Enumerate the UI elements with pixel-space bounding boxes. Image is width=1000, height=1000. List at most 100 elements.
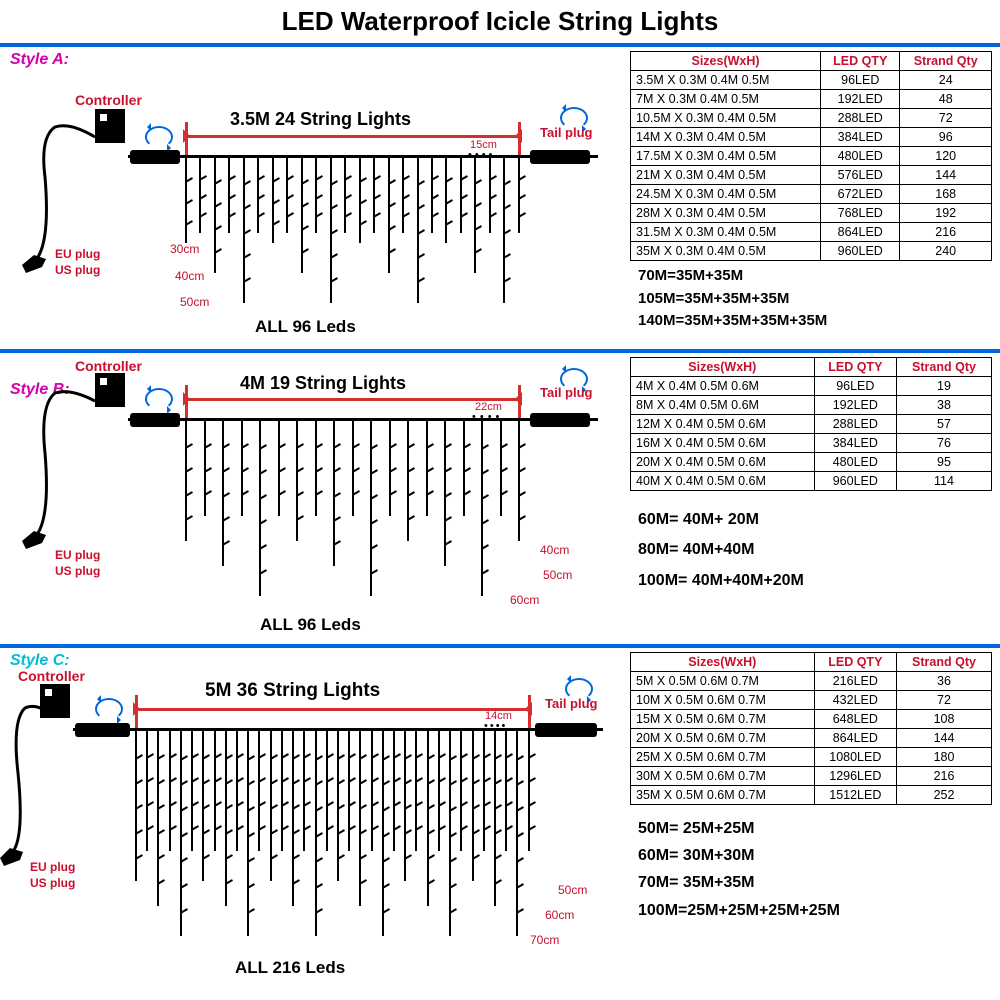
table-header: Strand Qty — [896, 358, 991, 377]
strand — [225, 731, 227, 906]
table-cell: 5M X 0.5M 0.6M 0.7M — [631, 672, 815, 691]
table-cell: 14M X 0.3M 0.4M 0.5M — [631, 128, 821, 147]
table-row: 4M X 0.4M 0.5M 0.6M96LED19 — [631, 377, 992, 396]
arrow-right-bar-b — [518, 385, 521, 420]
strand — [389, 421, 391, 516]
sums-c: 50M= 25M+25M60M= 30M+30M70M= 35M+35M100M… — [630, 815, 992, 924]
strand — [352, 421, 354, 516]
strand — [204, 421, 206, 516]
arrow-right-bar-a — [518, 122, 521, 157]
sum-line: 50M= 25M+25M — [638, 815, 992, 842]
strand — [157, 731, 159, 906]
table-cell: 384LED — [821, 128, 900, 147]
diagram-a: Controller EU plug US plug 3.5M 24 Strin… — [0, 47, 630, 349]
table-row: 16M X 0.4M 0.5M 0.6M384LED76 — [631, 434, 992, 453]
strand — [278, 421, 280, 516]
diagram-title-a: 3.5M 24 String Lights — [230, 109, 411, 130]
sum-line: 105M=35M+35M+35M — [638, 288, 992, 311]
table-row: 31.5M X 0.3M 0.4M 0.5M864LED216 — [631, 223, 992, 242]
strand — [286, 158, 288, 233]
table-cell: 864LED — [821, 223, 900, 242]
h2-c: 60cm — [545, 908, 574, 922]
strand — [270, 731, 272, 881]
strand — [272, 158, 274, 243]
strand — [402, 158, 404, 233]
strand — [359, 158, 361, 243]
tail-plug-c: Tail plug — [545, 696, 597, 711]
table-row: 24.5M X 0.3M 0.4M 0.5M672LED168 — [631, 185, 992, 204]
table-cell: 1512LED — [814, 786, 896, 805]
strand — [483, 731, 485, 851]
strand — [303, 731, 305, 851]
strand — [444, 421, 446, 566]
plug-label-c: EU plug US plug — [30, 860, 75, 891]
table-cell: 192LED — [821, 90, 900, 109]
table-cell: 960LED — [821, 242, 900, 261]
strand — [259, 421, 261, 596]
diagram-b: Controller EU plug US plug 4M 19 String … — [0, 353, 630, 644]
strand — [202, 731, 204, 881]
controller-label-c: Controller — [18, 668, 85, 684]
table-row: 14M X 0.3M 0.4M 0.5M384LED96 — [631, 128, 992, 147]
strand — [431, 158, 433, 233]
table-cell: 648LED — [814, 710, 896, 729]
table-cell: 10M X 0.5M 0.6M 0.7M — [631, 691, 815, 710]
strand — [474, 158, 476, 273]
table-cell: 20M X 0.5M 0.6M 0.7M — [631, 729, 815, 748]
sum-line: 80M= 40M+40M — [638, 535, 992, 565]
strand — [505, 731, 507, 851]
strand — [460, 731, 462, 851]
table-cell: 672LED — [821, 185, 900, 204]
table-cell: 216LED — [814, 672, 896, 691]
plug-label-a: EU plug US plug — [55, 247, 100, 278]
table-cell: 168 — [900, 185, 992, 204]
table-header: LED QTY — [814, 653, 896, 672]
table-cell: 96LED — [821, 71, 900, 90]
sum-line: 60M= 30M+30M — [638, 842, 992, 869]
table-row: 20M X 0.5M 0.6M 0.7M864LED144 — [631, 729, 992, 748]
page-title: LED Waterproof Icicle String Lights — [0, 0, 1000, 43]
table-cell: 288LED — [821, 109, 900, 128]
strands-a — [185, 158, 520, 303]
all-leds-b: ALL 96 Leds — [260, 615, 361, 635]
table-header: Sizes(WxH) — [631, 52, 821, 71]
strand — [503, 158, 505, 303]
table-cell: 15M X 0.5M 0.6M 0.7M — [631, 710, 815, 729]
table-cell: 180 — [896, 748, 991, 767]
table-cell: 72 — [900, 109, 992, 128]
table-cell: 10.5M X 0.3M 0.4M 0.5M — [631, 109, 821, 128]
strand — [348, 731, 350, 851]
table-area-a: Sizes(WxH)LED QTYStrand Qty3.5M X 0.3M 0… — [630, 47, 1000, 349]
h2-b: 50cm — [543, 568, 572, 582]
table-row: 15M X 0.5M 0.6M 0.7M648LED108 — [631, 710, 992, 729]
strand — [169, 731, 171, 851]
width-arrow-b — [185, 398, 520, 401]
table-cell: 432LED — [814, 691, 896, 710]
sum-line: 70M= 35M+35M — [638, 869, 992, 896]
strand — [445, 158, 447, 243]
table-cell: 31.5M X 0.3M 0.4M 0.5M — [631, 223, 821, 242]
sum-line: 100M=25M+25M+25M+25M — [638, 897, 992, 924]
table-header: Sizes(WxH) — [631, 358, 815, 377]
strand — [359, 731, 361, 906]
table-cell: 1296LED — [814, 767, 896, 786]
table-row: 12M X 0.4M 0.5M 0.6M288LED57 — [631, 415, 992, 434]
table-header: Strand Qty — [900, 52, 992, 71]
table-cell: 768LED — [821, 204, 900, 223]
strands-c — [135, 731, 530, 936]
table-cell: 8M X 0.4M 0.5M 0.6M — [631, 396, 815, 415]
table-row: 5M X 0.5M 0.6M 0.7M216LED36 — [631, 672, 992, 691]
strand — [281, 731, 283, 851]
strand — [333, 421, 335, 566]
strand — [463, 421, 465, 516]
sum-line: 140M=35M+35M+35M+35M — [638, 310, 992, 333]
table-cell: 480LED — [814, 453, 896, 472]
table-header: Strand Qty — [896, 653, 991, 672]
strand — [393, 731, 395, 851]
tail-plug-b: Tail plug — [540, 385, 592, 400]
table-header: LED QTY — [821, 52, 900, 71]
strand — [388, 158, 390, 273]
table-cell: 216 — [900, 223, 992, 242]
diagram-title-b: 4M 19 String Lights — [240, 373, 406, 394]
table-cell: 24.5M X 0.3M 0.4M 0.5M — [631, 185, 821, 204]
